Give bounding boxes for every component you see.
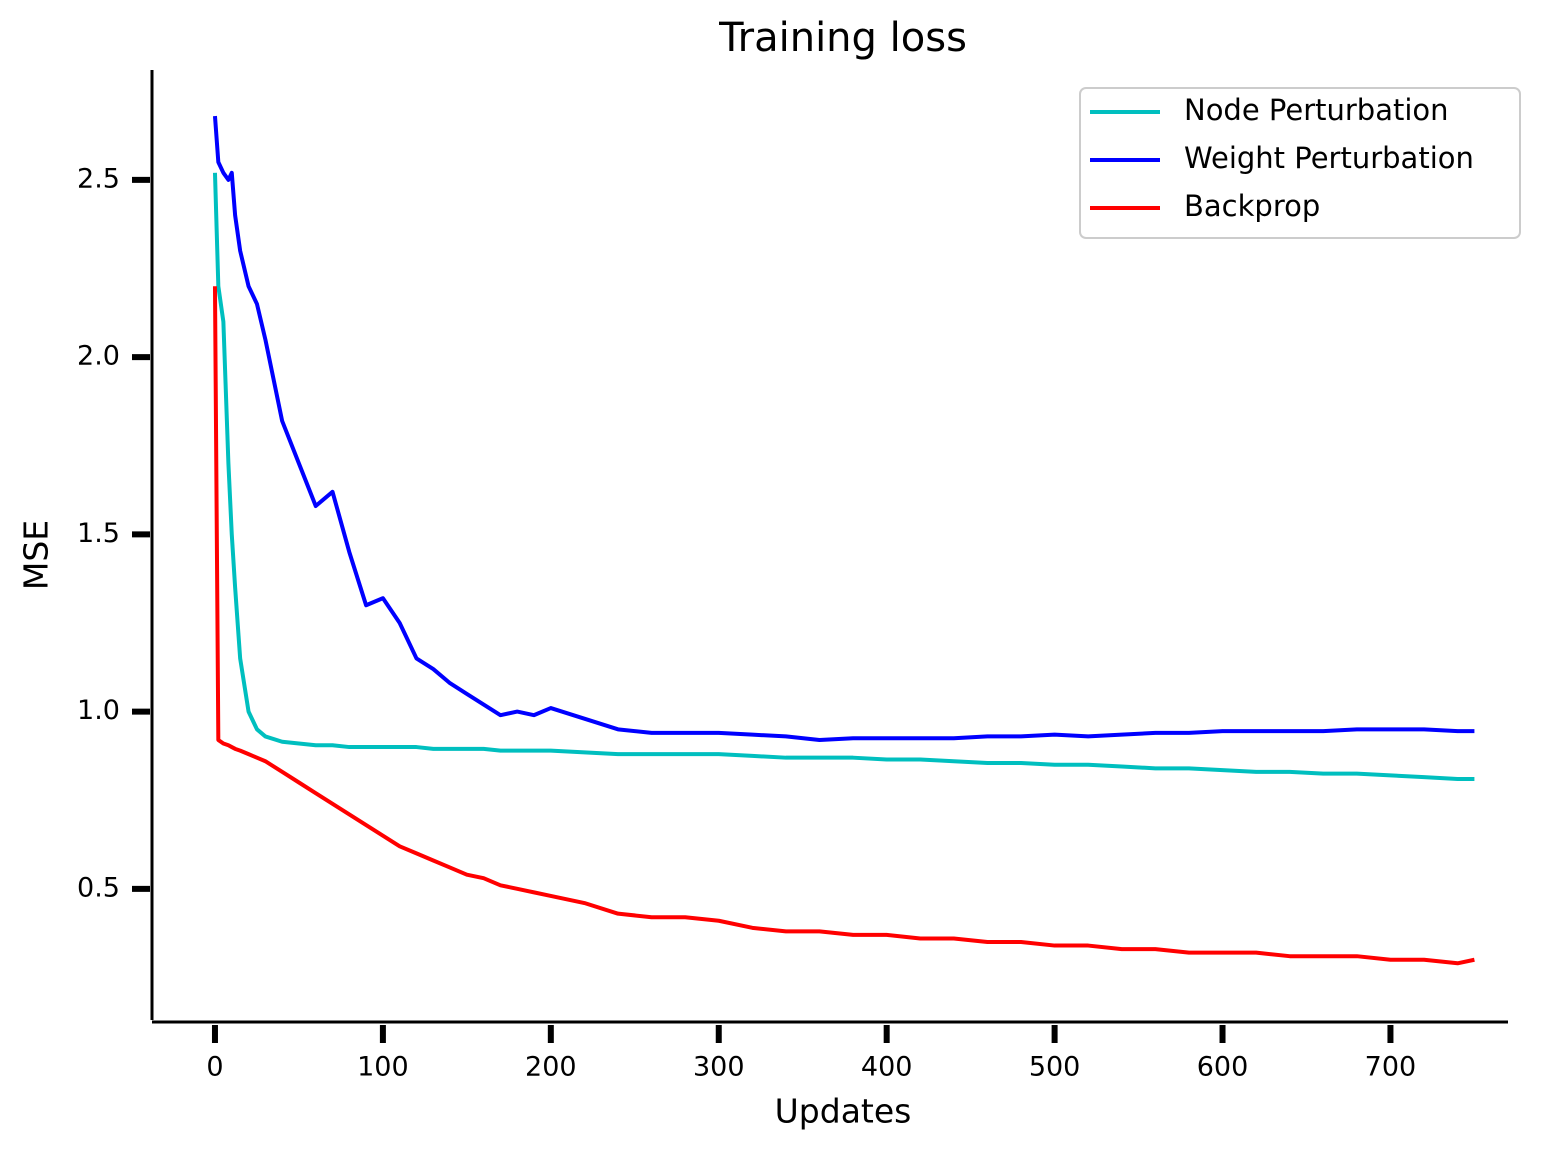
x-tick-label: 0: [206, 1052, 223, 1083]
data-line: [212, 172, 1475, 781]
legend-label: Weight Perturbation: [1184, 141, 1474, 175]
y-tick-label: 2.0: [77, 341, 120, 372]
x-tick-label: 700: [1365, 1052, 1417, 1083]
x-tick-label: 100: [357, 1052, 409, 1083]
y-tick-label: 0.5: [77, 872, 120, 903]
x-tick-label: 300: [693, 1052, 745, 1083]
x-tick-label: 500: [1029, 1052, 1081, 1083]
y-tick-label: 2.5: [77, 163, 120, 194]
y-tick-label: 1.5: [77, 518, 120, 549]
x-axis-label: Updates: [775, 1092, 912, 1131]
x-tick-label: 600: [1197, 1052, 1249, 1083]
x-tick-label: 400: [861, 1052, 913, 1083]
y-tick-label: 1.0: [77, 695, 120, 726]
data-line: [212, 286, 1475, 966]
chart-title: Training loss: [718, 15, 967, 61]
legend-label: Backprop: [1184, 189, 1320, 223]
x-tick-label: 200: [525, 1052, 577, 1083]
data-line: [212, 115, 1475, 742]
y-axis-label: MSE: [17, 520, 56, 590]
legend-box: [1079, 87, 1521, 239]
legend-label: Node Perturbation: [1184, 93, 1449, 127]
